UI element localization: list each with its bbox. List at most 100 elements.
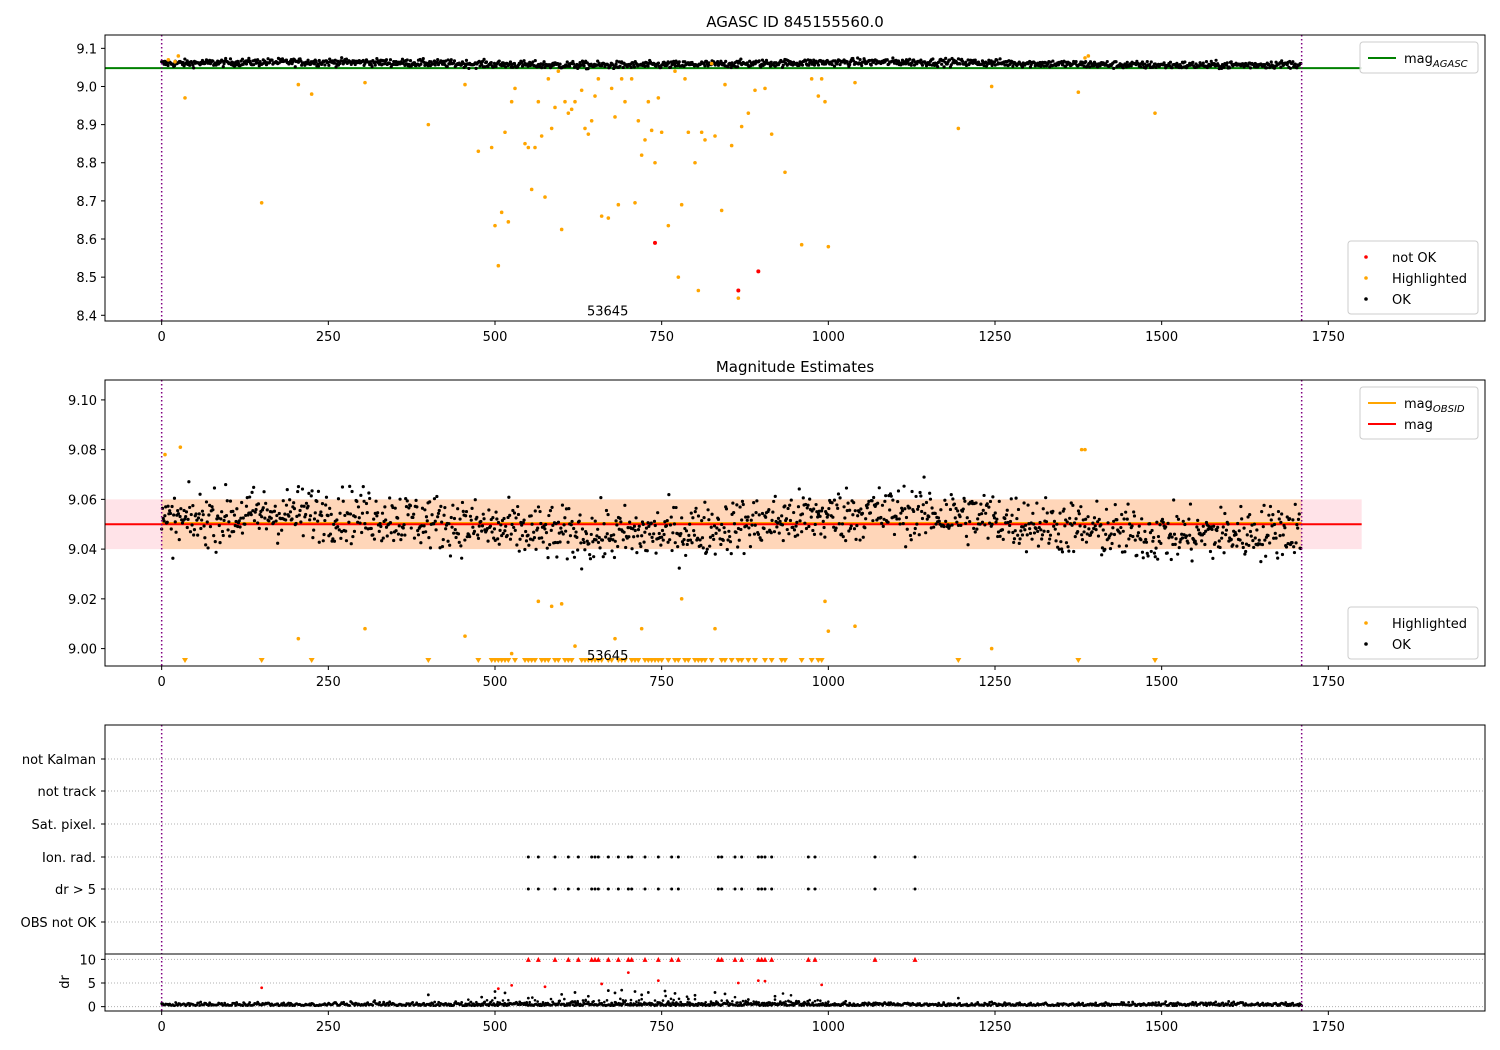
flag-point bbox=[806, 887, 810, 891]
ok-point bbox=[683, 60, 687, 64]
ok-point bbox=[1212, 524, 1216, 528]
ok-point bbox=[728, 540, 733, 544]
dr-point bbox=[619, 997, 622, 1001]
dr-point bbox=[1241, 1001, 1245, 1004]
dr-point bbox=[792, 1002, 795, 1005]
ok-point bbox=[1078, 524, 1082, 528]
ok-point bbox=[1293, 502, 1297, 506]
ok-point bbox=[1035, 501, 1039, 505]
highlighted-point bbox=[616, 202, 621, 207]
ok-point bbox=[1132, 514, 1137, 518]
ok-point bbox=[724, 59, 728, 63]
ok-point bbox=[868, 511, 873, 515]
ok-point bbox=[598, 546, 602, 550]
ok-point bbox=[908, 57, 912, 61]
ok-point bbox=[344, 539, 349, 543]
ok-point bbox=[1065, 520, 1069, 524]
ok-point bbox=[979, 502, 983, 506]
panel2-points bbox=[160, 445, 1303, 663]
ok-point bbox=[263, 516, 267, 520]
ok-point bbox=[1225, 61, 1229, 65]
below-range-marker bbox=[818, 658, 825, 663]
highlighted-point bbox=[176, 54, 181, 58]
ok-point bbox=[388, 496, 392, 500]
highlighted-point bbox=[489, 145, 494, 150]
x-tick-label-1250: 1250 bbox=[978, 675, 1011, 690]
ok-point bbox=[332, 539, 337, 543]
dr-point bbox=[715, 1000, 718, 1003]
dr-point bbox=[525, 1002, 529, 1005]
ok-point bbox=[562, 523, 566, 527]
ok-point bbox=[520, 60, 524, 65]
flag-point bbox=[643, 855, 647, 859]
flag-point bbox=[740, 855, 744, 859]
flag-point bbox=[913, 887, 917, 891]
ok-point bbox=[812, 507, 816, 511]
ok-point bbox=[681, 542, 685, 546]
flag-point bbox=[553, 855, 557, 859]
ok-point bbox=[858, 538, 862, 542]
ok-point bbox=[297, 513, 301, 517]
x-tick-label-1250: 1250 bbox=[978, 330, 1011, 345]
ok-point bbox=[468, 514, 473, 518]
dr-point bbox=[555, 1002, 558, 1006]
ok-point bbox=[665, 519, 669, 523]
ok-point bbox=[1129, 64, 1133, 68]
dr-point bbox=[788, 1003, 792, 1007]
dr-point bbox=[533, 998, 537, 1002]
ok-point bbox=[844, 539, 848, 543]
ok-point bbox=[830, 501, 834, 505]
ok-point bbox=[1044, 496, 1048, 500]
ok-point bbox=[823, 535, 827, 539]
dr-point bbox=[472, 1002, 475, 1005]
ok-point bbox=[984, 60, 988, 64]
ok-point bbox=[998, 57, 1002, 61]
ok-point bbox=[1110, 541, 1114, 546]
ok-point bbox=[912, 531, 917, 535]
ok-point bbox=[1142, 540, 1146, 544]
ok-point bbox=[621, 538, 625, 542]
ok-point bbox=[359, 493, 363, 497]
ok-point bbox=[845, 509, 849, 513]
dr-point bbox=[789, 993, 793, 997]
ok-point bbox=[329, 512, 333, 516]
ok-point bbox=[686, 538, 690, 542]
ok-point bbox=[659, 543, 663, 547]
ok-point bbox=[427, 536, 431, 540]
dr-point bbox=[1121, 1003, 1125, 1007]
flag-point bbox=[616, 887, 620, 891]
highlighted-point bbox=[809, 77, 814, 81]
ok-point bbox=[414, 498, 418, 502]
ok-point bbox=[928, 497, 933, 501]
ok-point bbox=[777, 531, 781, 535]
dr-capped-marker bbox=[732, 956, 738, 962]
ok-point bbox=[626, 526, 630, 530]
ok-point bbox=[727, 529, 731, 533]
dr-point bbox=[563, 997, 566, 1001]
ok-point bbox=[899, 511, 903, 515]
highlighted-point bbox=[363, 626, 367, 631]
ok-point bbox=[891, 56, 895, 60]
ok-point bbox=[516, 504, 520, 509]
ok-point bbox=[1029, 521, 1033, 525]
ok-point bbox=[202, 524, 206, 528]
ok-point bbox=[726, 65, 730, 69]
flag-point bbox=[873, 855, 877, 859]
ok-point bbox=[481, 512, 485, 516]
ok-point bbox=[317, 58, 321, 63]
ok-point bbox=[650, 535, 654, 539]
ok-point bbox=[1074, 517, 1078, 521]
ok-point bbox=[1176, 517, 1181, 521]
ok-point bbox=[1171, 542, 1175, 547]
dr-tick-label: 10 bbox=[79, 953, 96, 968]
dr-point bbox=[460, 1001, 464, 1004]
dr-outlier-point bbox=[543, 985, 547, 989]
dr-point bbox=[1077, 1001, 1081, 1005]
ok-point bbox=[908, 533, 913, 538]
ok-point bbox=[1203, 542, 1207, 547]
ok-point bbox=[452, 531, 456, 535]
dr-outlier-point bbox=[493, 990, 497, 993]
dr-outlier-point bbox=[746, 998, 750, 1001]
ok-point bbox=[469, 518, 473, 522]
ok-point bbox=[1219, 505, 1223, 509]
